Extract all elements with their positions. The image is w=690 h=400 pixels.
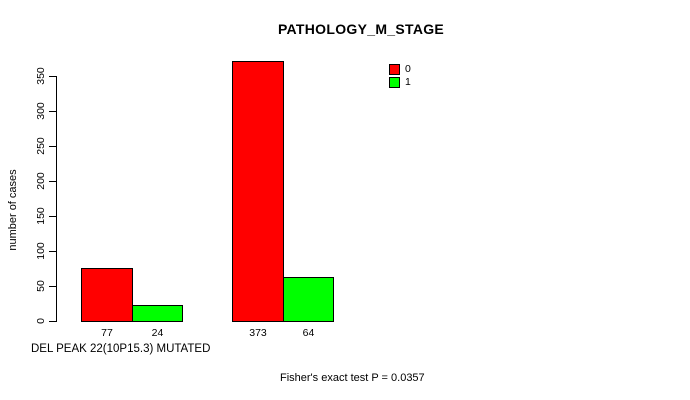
legend-swatch-red-icon — [389, 64, 400, 75]
bar-value-label: 77 — [101, 327, 113, 339]
y-axis-title: number of cases — [7, 169, 19, 251]
y-tick-mark — [49, 146, 56, 147]
bar-series-1 — [283, 277, 334, 322]
legend-item-1: 1 — [389, 77, 411, 88]
chart-title: PATHOLOGY_M_STAGE — [277, 21, 445, 37]
y-tick-mark — [49, 321, 56, 322]
y-tick-mark — [49, 111, 56, 112]
y-tick-label: 100 — [35, 242, 47, 260]
bar-value-label: 373 — [249, 327, 267, 339]
bar-series-0 — [232, 61, 284, 322]
legend-swatch-green-icon — [389, 77, 400, 88]
y-tick-label: 0 — [35, 318, 47, 324]
y-axis-line — [56, 76, 57, 322]
y-tick-mark — [49, 286, 56, 287]
y-tick-label: 350 — [35, 67, 47, 85]
legend-label-0: 0 — [405, 63, 411, 75]
y-tick-label: 250 — [35, 137, 47, 155]
y-tick-label: 300 — [35, 102, 47, 120]
y-tick-mark — [49, 251, 56, 252]
y-tick-label: 200 — [35, 172, 47, 190]
legend-label-1: 1 — [405, 76, 411, 88]
bar-series-0 — [81, 268, 133, 322]
y-tick-label: 150 — [35, 207, 47, 225]
bar-value-label: 24 — [151, 327, 164, 339]
y-tick-mark — [49, 181, 56, 182]
fisher-test-annotation: Fisher's exact test P = 0.0357 — [280, 372, 425, 384]
bar-series-1 — [132, 305, 183, 322]
bar-value-label: 64 — [302, 327, 315, 339]
legend: 0 1 — [389, 64, 411, 90]
y-tick-label: 50 — [35, 280, 47, 292]
y-tick-mark — [49, 216, 56, 217]
y-tick-mark — [49, 76, 56, 77]
legend-item-0: 0 — [389, 64, 411, 75]
x-axis-title: DEL PEAK 22(10P15.3) MUTATED — [31, 343, 211, 355]
